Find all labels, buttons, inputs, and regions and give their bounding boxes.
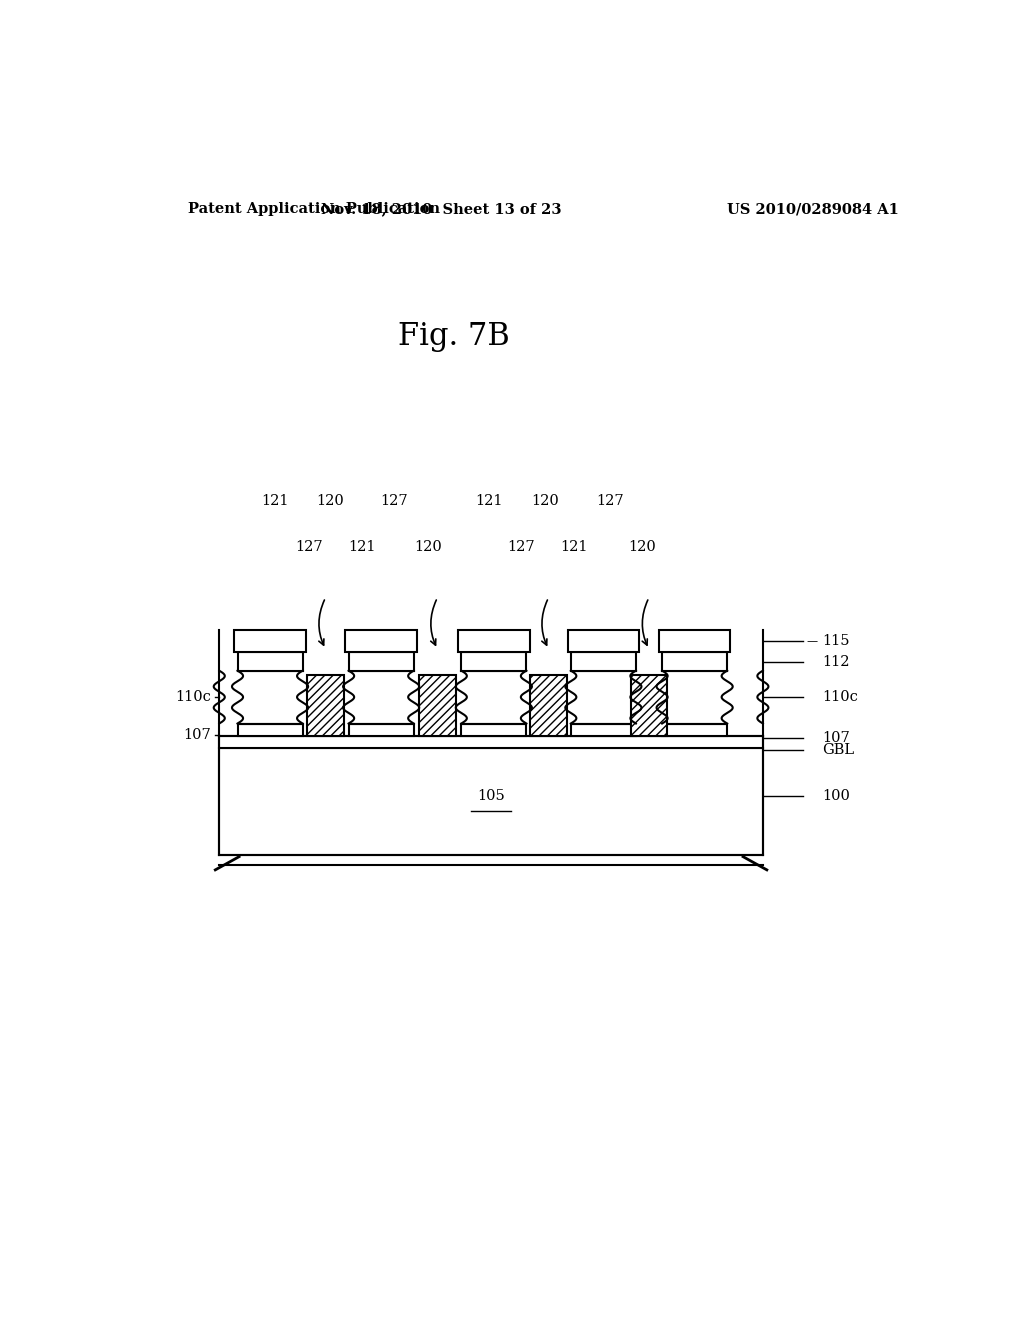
Text: 120: 120 bbox=[629, 540, 656, 554]
Bar bbox=[461, 723, 526, 735]
Text: 127: 127 bbox=[380, 494, 408, 508]
Bar bbox=[345, 630, 417, 652]
Bar bbox=[234, 630, 306, 652]
Text: 107: 107 bbox=[822, 731, 850, 744]
Bar bbox=[238, 723, 303, 735]
Bar bbox=[663, 723, 727, 735]
Text: 121: 121 bbox=[261, 494, 289, 508]
Bar bbox=[348, 652, 414, 671]
Text: 100: 100 bbox=[822, 789, 850, 803]
Bar bbox=[219, 735, 763, 748]
Bar bbox=[658, 630, 730, 652]
Text: 110c: 110c bbox=[175, 690, 211, 704]
Text: Nov. 18, 2010  Sheet 13 of 23: Nov. 18, 2010 Sheet 13 of 23 bbox=[322, 202, 562, 216]
Text: 120: 120 bbox=[414, 540, 441, 554]
Text: US 2010/0289084 A1: US 2010/0289084 A1 bbox=[727, 202, 899, 216]
Text: 120: 120 bbox=[316, 494, 344, 508]
Bar bbox=[348, 723, 414, 735]
Text: 127: 127 bbox=[295, 540, 323, 554]
Bar bbox=[567, 630, 639, 652]
Bar bbox=[219, 748, 763, 854]
Text: 110c: 110c bbox=[822, 690, 858, 704]
Text: 127: 127 bbox=[597, 494, 625, 508]
Bar bbox=[458, 630, 529, 652]
Bar bbox=[631, 675, 668, 735]
Bar bbox=[461, 652, 526, 671]
Bar bbox=[238, 652, 303, 671]
Bar bbox=[663, 652, 727, 671]
Bar bbox=[419, 675, 456, 735]
Text: 120: 120 bbox=[530, 494, 558, 508]
Bar bbox=[530, 675, 567, 735]
Text: Fig. 7B: Fig. 7B bbox=[397, 321, 509, 352]
Text: 107: 107 bbox=[183, 727, 211, 742]
Text: 121: 121 bbox=[348, 540, 376, 554]
Text: 127: 127 bbox=[507, 540, 535, 554]
Text: 112: 112 bbox=[822, 655, 850, 668]
Text: —: — bbox=[807, 636, 817, 647]
Text: 121: 121 bbox=[475, 494, 503, 508]
Text: 105: 105 bbox=[477, 789, 505, 803]
Text: Patent Application Publication: Patent Application Publication bbox=[187, 202, 439, 216]
Bar bbox=[570, 652, 636, 671]
Text: 115: 115 bbox=[822, 634, 850, 648]
Text: GBL: GBL bbox=[822, 743, 854, 756]
Bar bbox=[307, 675, 344, 735]
Bar bbox=[570, 723, 636, 735]
Text: 121: 121 bbox=[560, 540, 588, 554]
